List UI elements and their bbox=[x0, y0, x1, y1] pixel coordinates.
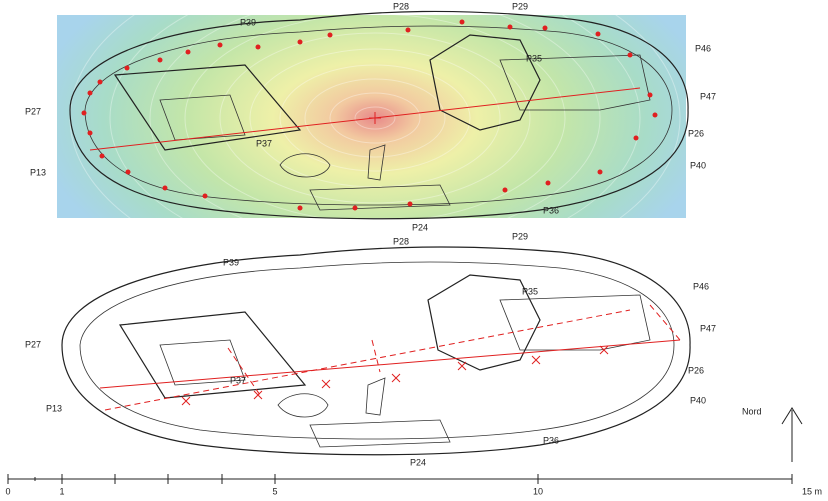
point-label: P35 bbox=[522, 286, 538, 296]
point-label: P24 bbox=[410, 457, 426, 467]
point-label: P24 bbox=[412, 222, 428, 232]
scale-label: 1 bbox=[59, 486, 64, 496]
scale-label: 5 bbox=[272, 486, 277, 496]
point-label: P29 bbox=[512, 231, 528, 241]
scale-label: 0 bbox=[5, 486, 10, 496]
top-survey-line bbox=[89, 87, 641, 151]
bottom-labels: P28 P29 P39 P46 P35 P47 P27 P37 P26 P40 … bbox=[25, 231, 716, 467]
bottom-plan-outline bbox=[61, 246, 691, 456]
point-label: P36 bbox=[543, 205, 559, 215]
point-label: P47 bbox=[700, 323, 716, 333]
north-arrow: Nord bbox=[742, 406, 803, 462]
point-label: P27 bbox=[25, 106, 41, 116]
point-label: P47 bbox=[700, 91, 716, 101]
point-label: P46 bbox=[695, 43, 711, 53]
point-label: P39 bbox=[240, 17, 256, 27]
top-labels: P28 P29 P39 P46 P35 P47 P27 P37 P26 P40 … bbox=[25, 1, 716, 232]
point-label: P28 bbox=[393, 1, 409, 11]
point-label: P13 bbox=[30, 167, 46, 177]
point-label: P13 bbox=[46, 403, 62, 413]
point-label: P26 bbox=[688, 365, 704, 375]
point-label: P28 bbox=[393, 236, 409, 246]
survey-points bbox=[81, 19, 658, 211]
north-label: Nord bbox=[742, 406, 762, 416]
point-label: P37 bbox=[230, 375, 246, 385]
point-label: P35 bbox=[526, 53, 542, 63]
point-label: P40 bbox=[690, 160, 706, 170]
heat-map bbox=[57, 15, 686, 218]
point-label: P36 bbox=[543, 435, 559, 445]
point-label: P27 bbox=[25, 339, 41, 349]
point-label: P37 bbox=[256, 138, 272, 148]
scale-bar: 0 1 5 10 15 m bbox=[5, 474, 822, 496]
point-label: P29 bbox=[512, 1, 528, 11]
bottom-survey-lines bbox=[99, 304, 681, 411]
point-label: P39 bbox=[223, 257, 239, 267]
point-label: P46 bbox=[693, 281, 709, 291]
scale-label: 10 bbox=[533, 486, 543, 496]
point-label: P40 bbox=[690, 395, 706, 405]
scale-label: 15 m bbox=[802, 486, 822, 496]
point-label: P26 bbox=[688, 128, 704, 138]
